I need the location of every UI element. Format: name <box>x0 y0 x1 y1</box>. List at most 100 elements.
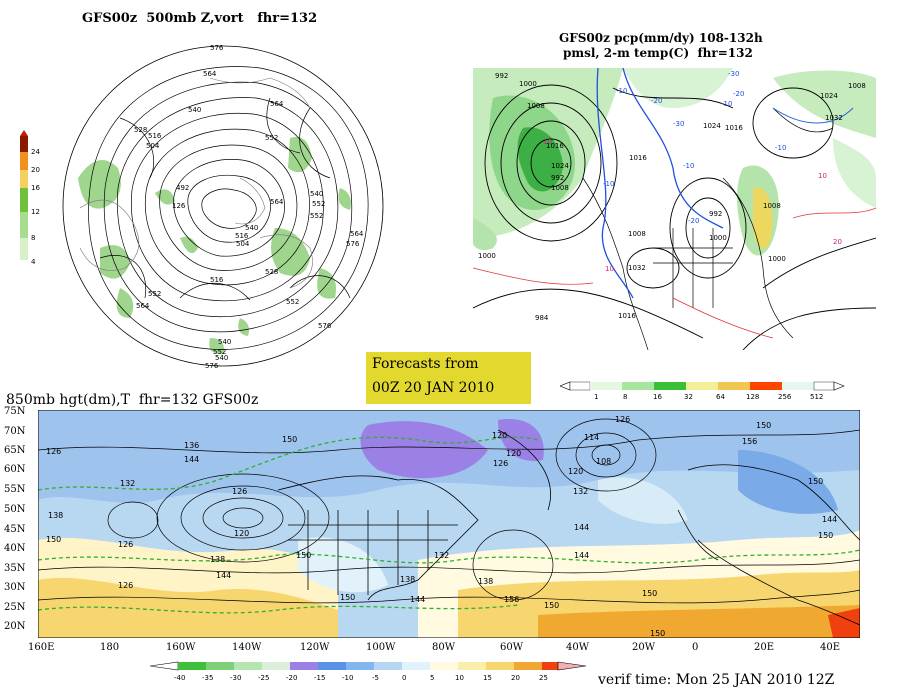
panel-precip-title-line2: pmsl, 2-m temp(C) fhr=132 <box>563 46 753 60</box>
height-label: 144 <box>574 523 589 532</box>
contour-label: 126 <box>172 202 186 210</box>
contour-label: 492 <box>176 184 189 192</box>
temp-scale-label: -15 <box>314 674 325 682</box>
height-label: 120 <box>506 449 521 458</box>
contour-label: 576 <box>318 322 332 330</box>
temp-scale-label: 10 <box>455 674 464 682</box>
temp-scale-label: 0 <box>402 674 406 682</box>
forecast-info-box: Forecasts from 00Z 20 JAN 2010 <box>366 352 531 404</box>
precip-scale-label: 16 <box>653 393 662 401</box>
temp-label: -10 <box>775 144 786 152</box>
temp-label: -20 <box>733 90 744 98</box>
lat-label: 70N <box>4 426 26 437</box>
map-precip-pmsl: 992 1000 1008 1016 1024 992 1008 1000 98… <box>473 68 876 350</box>
lon-axis: 160E 180 160W 140W 120W 100W 80W 60W 40W… <box>20 642 880 656</box>
height-label: 144 <box>822 515 837 524</box>
lat-label: 55N <box>4 484 26 495</box>
precip-scale-colorbar: 1 8 16 32 64 128 256 512 <box>560 381 845 401</box>
panel-500mb-title: GFS00z 500mb Z,vort fhr=132 <box>82 11 318 26</box>
contour-label: 564 <box>350 230 364 238</box>
map-500mb-polar: 576 564 564 540 552 528 516 504 492 126 … <box>62 44 384 370</box>
contour-label: 528 <box>265 268 278 276</box>
lat-label: 75N <box>4 406 26 417</box>
contour-label: 516 <box>210 276 224 284</box>
coastlines <box>79 77 313 289</box>
height-label: 132 <box>120 479 135 488</box>
temp-label: -10 <box>683 162 694 170</box>
temp-label: -30 <box>728 70 739 78</box>
forecast-line1: Forecasts from <box>372 356 479 372</box>
precip-scale-label: 8 <box>623 393 627 401</box>
height-label: 108 <box>596 457 611 466</box>
isobars <box>473 84 876 350</box>
lon-label: 0 <box>692 642 699 653</box>
contour-label: 564 <box>136 302 150 310</box>
colorbar-swatch-24 <box>20 136 28 152</box>
lon-label: 160E <box>28 642 55 653</box>
colorbar-swatch-20 <box>20 152 28 170</box>
lon-label: 20E <box>754 642 775 653</box>
isobar-label: 992 <box>551 174 564 182</box>
height-label: 144 <box>410 595 425 604</box>
colorbar-swatch-16 <box>20 170 28 188</box>
isobar-label: 984 <box>535 314 549 322</box>
isobar-label: 1024 <box>820 92 838 100</box>
isobar-label: 1000 <box>519 80 537 88</box>
temp-label: -10 <box>616 87 627 95</box>
lat-axis: 75N 70N 65N 60N 55N 50N 45N 40N 35N 30N … <box>4 406 40 636</box>
colorbar-label: 24 <box>31 148 40 156</box>
height-label: 138 <box>210 555 225 564</box>
colorbar-label: 16 <box>31 184 40 192</box>
contour-label: 504 <box>146 142 160 150</box>
temp-scale-label: 20 <box>511 674 520 682</box>
precip-scale-label: 512 <box>810 393 823 401</box>
panel-precip-title-line1: GFS00z pcp(mm/dy) 108-132h <box>559 31 763 45</box>
colorbar-arrow-top <box>20 130 28 136</box>
isobar-label: 1008 <box>527 102 545 110</box>
isobar-label: 1024 <box>551 162 569 170</box>
contour-label: 576 <box>210 44 224 52</box>
colorbar-label: 20 <box>31 166 40 174</box>
polar-contents <box>78 66 369 355</box>
temp-label: -20 <box>651 97 662 105</box>
verification-time: verif time: Mon 25 JAN 2010 12Z <box>598 672 835 688</box>
height-label: 126 <box>232 487 247 496</box>
contour-label: 564 <box>203 70 217 78</box>
lon-label: 180 <box>100 642 120 653</box>
temp-scale-label: -35 <box>202 674 213 682</box>
coastlines <box>582 107 834 350</box>
precip-scale-label: 1 <box>594 393 598 401</box>
height-label: 120 <box>492 431 507 440</box>
isobar-label: 992 <box>709 210 722 218</box>
colorbar-label: 4 <box>31 258 36 266</box>
contour-label: 516 <box>235 232 249 240</box>
height-contours <box>38 418 860 604</box>
height-label: 150 <box>650 629 665 638</box>
height-labels: 126 136 144 132 138 150 126 120 138 126 … <box>46 415 837 638</box>
contour-label: 576 <box>346 240 360 248</box>
height-label: 150 <box>756 421 771 430</box>
height-label: 120 <box>568 467 583 476</box>
height-label: 150 <box>818 531 833 540</box>
temp-scale-label: -25 <box>258 674 269 682</box>
height-label: 136 <box>184 441 199 450</box>
contour-label: 504 <box>236 240 250 248</box>
lon-label: 40E <box>820 642 841 653</box>
height-label: 156 <box>504 595 519 604</box>
lat-label: 65N <box>4 445 26 456</box>
isobar-label: 1008 <box>628 230 646 238</box>
freezing-isotherm <box>38 436 860 614</box>
isobar-label: 992 <box>495 72 508 80</box>
contour-label: 516 <box>148 132 162 140</box>
height-label: 138 <box>48 511 63 520</box>
isobar-label: 1016 <box>618 312 636 320</box>
colorbar-label: 12 <box>31 208 40 216</box>
contour-label: 564 <box>270 100 284 108</box>
isobar-label: 1032 <box>628 264 646 272</box>
isobar-label: 1008 <box>551 184 569 192</box>
temp-scale-label: -30 <box>230 674 241 682</box>
temp-label: 10 <box>605 265 614 273</box>
temp-scale-label: -10 <box>342 674 353 682</box>
height-label: 132 <box>573 487 588 496</box>
temp-label: -30 <box>673 120 684 128</box>
